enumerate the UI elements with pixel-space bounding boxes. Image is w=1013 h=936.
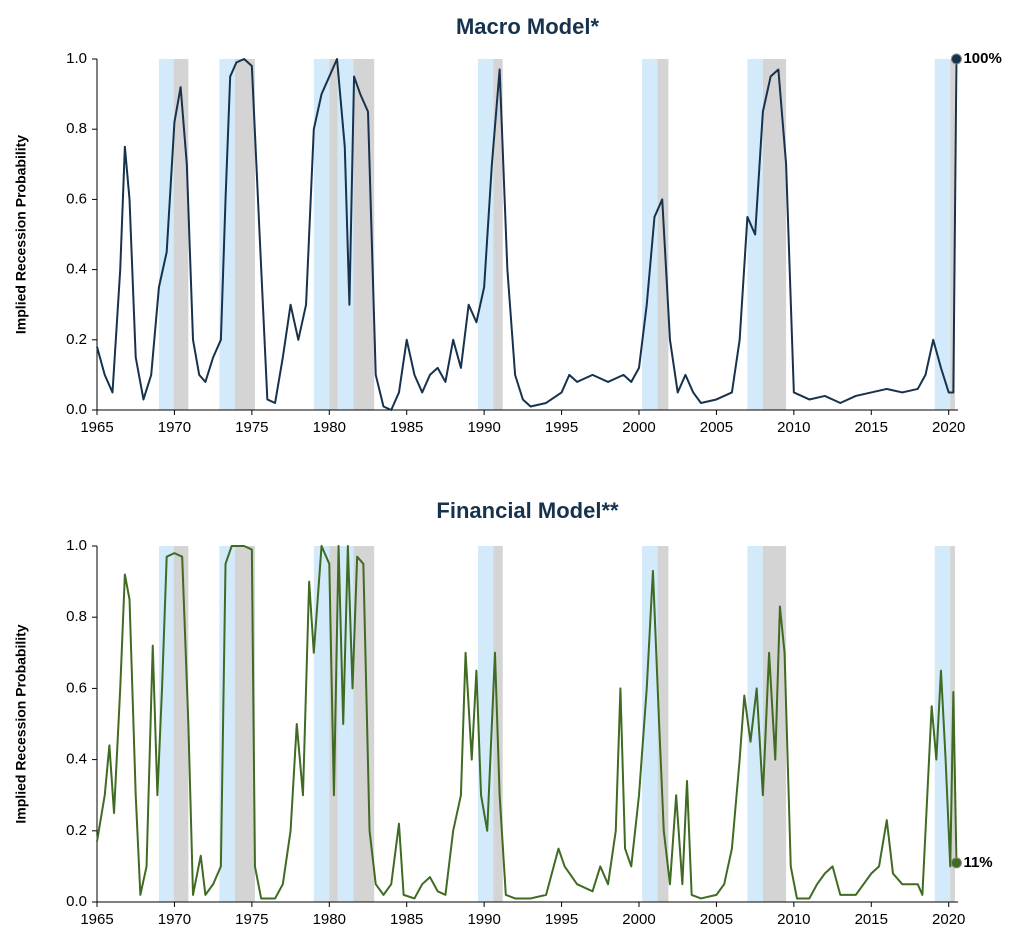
recession-band <box>642 59 658 410</box>
y-tick-label: 0.8 <box>66 608 87 625</box>
x-tick-label: 2020 <box>932 911 965 928</box>
recession-band <box>219 59 235 410</box>
end-marker <box>950 53 962 65</box>
recession-band <box>762 59 787 410</box>
x-tick-label: 2005 <box>700 911 733 928</box>
recession-band <box>657 546 669 902</box>
end-marker <box>950 857 962 869</box>
recession-band <box>337 59 354 410</box>
x-tick-label: 1965 <box>80 911 113 928</box>
x-tick-label: 1965 <box>80 419 113 436</box>
end-label: 100% <box>963 50 1001 67</box>
end-label: 11% <box>963 854 992 871</box>
recession-band <box>313 546 330 902</box>
x-tick-label: 1985 <box>390 911 423 928</box>
x-tick-label: 2010 <box>777 419 810 436</box>
data-line <box>96 58 958 411</box>
x-tick-label: 1975 <box>235 911 268 928</box>
recession-band <box>950 59 955 410</box>
recession-band <box>657 59 669 410</box>
y-tick-label: 0.0 <box>66 893 87 910</box>
x-tick-label: 1985 <box>390 419 423 436</box>
recession-band <box>934 59 951 410</box>
x-tick-label: 2015 <box>855 911 888 928</box>
y-axis-label: Implied Recession Probability <box>13 135 29 334</box>
x-tick-label: 1995 <box>545 419 578 436</box>
x-tick-label: 1970 <box>158 911 191 928</box>
recession-band <box>934 546 951 902</box>
x-tick-label: 2000 <box>622 911 655 928</box>
recession-band <box>329 546 338 902</box>
chart-title: Macro Model* <box>456 14 599 39</box>
recession-band <box>234 546 255 902</box>
x-tick-label: 1970 <box>158 419 191 436</box>
y-tick-label: 0.2 <box>66 822 87 839</box>
recession-band <box>158 59 174 410</box>
recession-band <box>747 546 763 902</box>
recession-band <box>219 546 235 902</box>
x-tick-label: 2020 <box>932 419 965 436</box>
x-tick-label: 1975 <box>235 419 268 436</box>
y-tick-label: 1.0 <box>66 537 87 554</box>
recession-band <box>477 546 494 902</box>
y-tick-label: 0.4 <box>66 751 87 768</box>
y-axis-label: Implied Recession Probability <box>13 624 29 823</box>
y-tick-label: 0.8 <box>66 120 87 137</box>
recession-band <box>158 546 174 902</box>
x-tick-label: 1980 <box>313 419 346 436</box>
data-line <box>96 545 958 900</box>
x-tick-label: 2015 <box>855 419 888 436</box>
recession-band <box>477 59 494 410</box>
recession-band <box>329 59 338 410</box>
recession-band <box>234 59 255 410</box>
recession-band <box>493 59 503 410</box>
y-tick-label: 0.4 <box>66 261 87 278</box>
recession-band <box>762 546 787 902</box>
y-tick-label: 0.6 <box>66 679 87 696</box>
recession-band <box>173 546 189 902</box>
x-tick-label: 2005 <box>700 419 733 436</box>
chart-title: Financial Model** <box>436 498 619 523</box>
y-tick-label: 1.0 <box>66 50 87 67</box>
recession-band <box>313 59 330 410</box>
x-tick-label: 1990 <box>467 419 500 436</box>
x-tick-label: 2000 <box>622 419 655 436</box>
recession-band <box>642 546 658 902</box>
x-tick-label: 1980 <box>313 911 346 928</box>
y-tick-label: 0.0 <box>66 401 87 418</box>
y-tick-label: 0.2 <box>66 331 87 348</box>
x-tick-label: 1990 <box>467 911 500 928</box>
y-tick-label: 0.6 <box>66 190 87 207</box>
x-tick-label: 2010 <box>777 911 810 928</box>
x-tick-label: 1995 <box>545 911 578 928</box>
